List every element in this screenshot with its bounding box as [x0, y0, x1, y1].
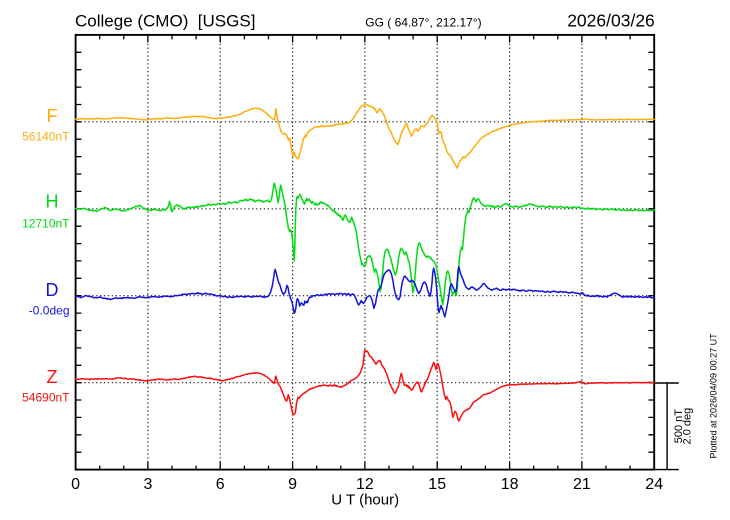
- svg-text:6: 6: [216, 476, 225, 493]
- svg-text:18: 18: [501, 476, 519, 493]
- svg-text:U T (hour): U T (hour): [331, 492, 399, 509]
- svg-text:GG ( 64.87°, 212.17°): GG ( 64.87°, 212.17°): [365, 15, 481, 29]
- svg-text:Z: Z: [47, 367, 58, 387]
- svg-text:3: 3: [143, 476, 152, 493]
- svg-text:0: 0: [71, 476, 80, 493]
- svg-text:-0.0deg: -0.0deg: [29, 303, 70, 317]
- svg-text:21: 21: [573, 476, 591, 493]
- svg-text:12: 12: [356, 476, 374, 493]
- svg-text:F: F: [47, 106, 58, 126]
- svg-text:Plotted at 2026/04/09 00:27 UT: Plotted at 2026/04/09 00:27 UT: [708, 333, 718, 459]
- svg-text:College (CMO) [USGS]: College (CMO) [USGS]: [75, 11, 255, 30]
- svg-text:2026/03/26: 2026/03/26: [567, 10, 655, 30]
- svg-text:15: 15: [428, 476, 446, 493]
- svg-text:54690nT: 54690nT: [22, 390, 70, 404]
- svg-text:9: 9: [288, 476, 297, 493]
- svg-text:D: D: [46, 280, 59, 300]
- svg-text:12710nT: 12710nT: [22, 216, 70, 230]
- svg-text:24: 24: [645, 476, 663, 493]
- svg-text:H: H: [46, 192, 59, 212]
- svg-text:500 nT: 500 nT: [673, 409, 685, 444]
- svg-text:56140nT: 56140nT: [22, 129, 70, 143]
- svg-text:2.0 deg: 2.0 deg: [681, 408, 693, 445]
